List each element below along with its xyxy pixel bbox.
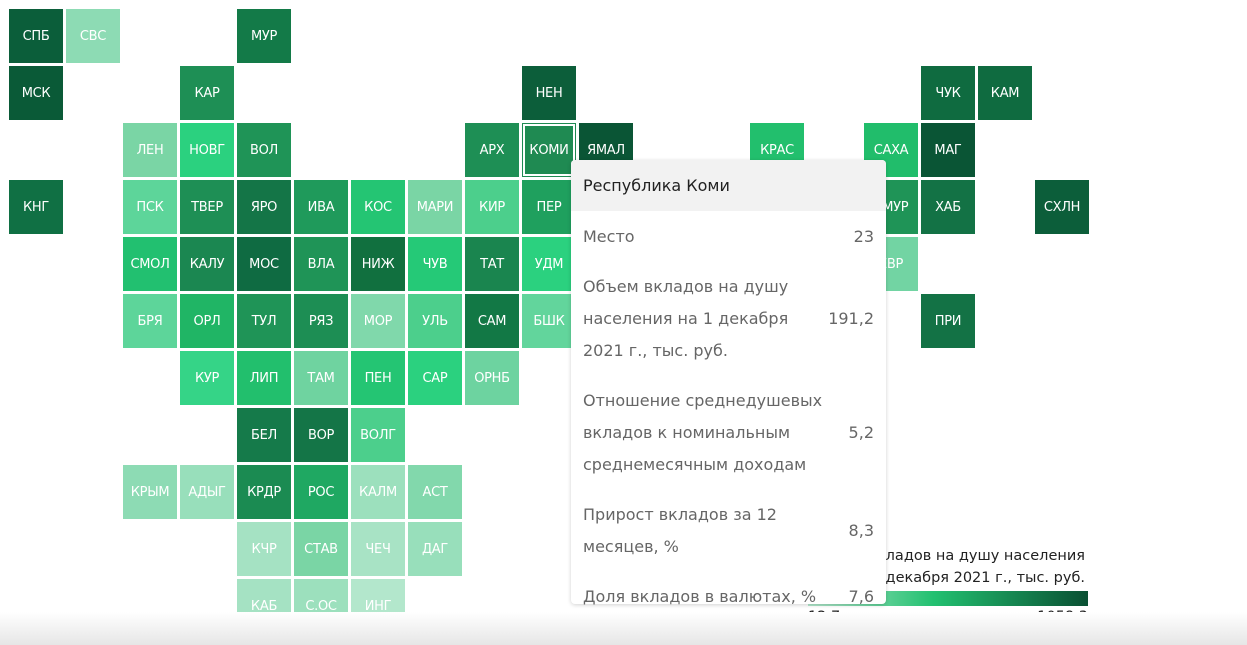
region-tile[interactable]: МОС [237,237,291,291]
region-tile[interactable]: СХЛН [1035,180,1089,234]
tooltip-row: Отношение среднедушевых вкладов к номина… [571,385,886,481]
region-tile[interactable]: КЧР [237,522,291,576]
tooltip-row: Объем вкладов на душу населения на 1 дек… [571,271,886,367]
region-tile[interactable]: ВОЛГ [351,408,405,462]
region-tile[interactable]: ОРНБ [465,351,519,405]
region-tile[interactable]: БЕЛ [237,408,291,462]
region-tile[interactable]: МСК [9,66,63,120]
region-tile[interactable]: СВС [66,9,120,63]
region-tile[interactable]: МОР [351,294,405,348]
region-tile[interactable]: МАГ [921,123,975,177]
region-tile[interactable]: ИВА [294,180,348,234]
region-tile[interactable]: СТАВ [294,522,348,576]
region-tile[interactable]: НОВГ [180,123,234,177]
tooltip-row-label: Место [583,227,635,246]
region-tile[interactable]: ИНГ [351,579,405,633]
region-tile[interactable]: СПБ [9,9,63,63]
region-tile[interactable]: БРЯ [123,294,177,348]
tooltip-row-value: 191,2 [828,309,874,328]
tooltip-row: Доля вкладов в валютах, % 7,6 [571,581,886,613]
region-tile[interactable]: ПРИ [921,294,975,348]
region-tile[interactable]: ПЕР [522,180,576,234]
region-tile[interactable]: КИР [465,180,519,234]
region-tile[interactable]: ХАБ [921,180,975,234]
region-tile[interactable]: КАР [180,66,234,120]
tooltip-row-value: 23 [853,227,874,246]
tooltip-row: Прирост вкладов за 12 месяцев, % 8,3 [571,499,886,563]
region-tile[interactable]: САХА [864,123,918,177]
tooltip-row-value: 7,6 [848,587,874,606]
region-tile[interactable]: ВЛА [294,237,348,291]
tooltip-row-label: Прирост вкладов за 12 месяцев, % [583,505,777,556]
tooltip-row: Место 23 [571,221,886,253]
region-tile[interactable]: КАБ [237,579,291,633]
region-tile[interactable]: МАРИ [408,180,462,234]
region-tile[interactable]: АСТ [408,465,462,519]
tooltip-title: Республика Коми [571,160,886,211]
region-tile[interactable]: ПСК [123,180,177,234]
region-tile[interactable]: НИЖ [351,237,405,291]
region-tile[interactable]: ТАМ [294,351,348,405]
tooltip-row-label: Объем вкладов на душу населения на 1 дек… [583,277,789,360]
region-tile[interactable]: МУР [237,9,291,63]
region-tile[interactable]: НЕН [522,66,576,120]
region-tooltip: Республика Коми Место 23 Объем вкладов н… [571,160,886,606]
region-tile[interactable]: ВОР [294,408,348,462]
region-tile[interactable]: ВОЛ [237,123,291,177]
region-tile[interactable]: РОС [294,465,348,519]
region-tile[interactable]: КУР [180,351,234,405]
tooltip-row-value: 5,2 [848,423,874,442]
region-tile[interactable]: ПЕН [351,351,405,405]
region-tile[interactable]: ЛИП [237,351,291,405]
region-tile[interactable]: СМОЛ [123,237,177,291]
region-tile[interactable]: УЛЬ [408,294,462,348]
region-tile[interactable]: ТУЛ [237,294,291,348]
region-tile[interactable]: ЧЕЧ [351,522,405,576]
legend-max-label: 1058,3 [1037,609,1088,625]
region-tile[interactable]: КРДР [237,465,291,519]
region-tile[interactable]: УДМ [522,237,576,291]
region-tile[interactable]: ТАТ [465,237,519,291]
region-tile[interactable]: КРЫМ [123,465,177,519]
region-tile[interactable]: ДАГ [408,522,462,576]
region-tile[interactable]: САР [408,351,462,405]
region-tile[interactable]: ЧУВ [408,237,462,291]
tooltip-row-label: Отношение среднедушевых вкладов к номина… [583,391,823,474]
tooltip-row-value: 8,3 [848,521,874,540]
region-tile[interactable]: КАМ [978,66,1032,120]
region-tile[interactable]: БШК [522,294,576,348]
region-tile[interactable]: КНГ [9,180,63,234]
region-tile[interactable]: ОРЛ [180,294,234,348]
region-tile[interactable]: КАЛУ [180,237,234,291]
region-tile[interactable]: С.ОС [294,579,348,633]
region-tile[interactable]: КОС [351,180,405,234]
region-tile[interactable]: ТВЕР [180,180,234,234]
region-tile[interactable]: САМ [465,294,519,348]
region-tile[interactable]: АРХ [465,123,519,177]
region-tile[interactable]: АДЫГ [180,465,234,519]
region-tile[interactable]: КОМИ [522,123,576,177]
region-tile[interactable]: РЯЗ [294,294,348,348]
tooltip-row-label: Доля вкладов в валютах, % [583,587,817,606]
region-tile[interactable]: ЯРО [237,180,291,234]
region-tile[interactable]: КАЛМ [351,465,405,519]
region-tile[interactable]: ЧУК [921,66,975,120]
region-tile[interactable]: ЛЕН [123,123,177,177]
